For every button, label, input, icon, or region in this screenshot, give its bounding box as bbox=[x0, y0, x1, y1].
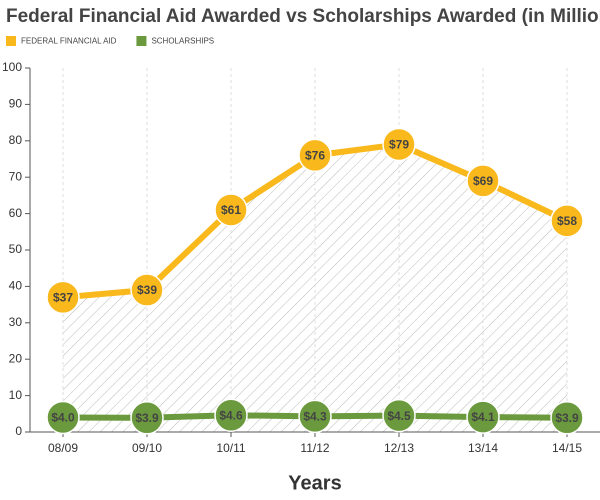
point bbox=[298, 138, 332, 173]
point bbox=[382, 127, 416, 162]
point bbox=[130, 273, 164, 307]
y-tick-label: 70 bbox=[9, 169, 23, 183]
x-tick-label: 08/09 bbox=[48, 441, 78, 455]
point bbox=[298, 399, 332, 434]
point bbox=[214, 398, 248, 433]
point bbox=[214, 193, 248, 227]
x-tick-label: 10/11 bbox=[216, 441, 245, 455]
legend-label: FEDERAL FINANCIAL AID bbox=[21, 37, 117, 46]
data-label: $4.3 bbox=[303, 410, 327, 424]
data-label: $37 bbox=[53, 290, 73, 304]
data-label: $4.5 bbox=[387, 409, 411, 423]
y-tick-label: 100 bbox=[2, 60, 22, 74]
y-tick-label: 0 bbox=[15, 424, 22, 438]
data-label: $4.1 bbox=[471, 410, 495, 424]
x-tick-label: 09/10 bbox=[132, 441, 162, 455]
data-label: $69 bbox=[473, 174, 493, 188]
point bbox=[466, 400, 500, 434]
data-label: $3.9 bbox=[555, 411, 579, 425]
legend-label: SCHOLARSHIPS bbox=[151, 37, 214, 46]
data-label: $76 bbox=[305, 149, 325, 163]
x-axis-title: Years bbox=[288, 472, 341, 494]
x-tick-label: 12/13 bbox=[384, 441, 414, 455]
area bbox=[63, 144, 567, 432]
x-tick-label: 11/12 bbox=[300, 441, 329, 455]
data-label: $39 bbox=[137, 283, 157, 297]
point bbox=[550, 401, 584, 435]
legend-swatch bbox=[136, 36, 147, 46]
point bbox=[466, 164, 500, 198]
y-tick-label: 80 bbox=[9, 133, 23, 147]
data-label: $4.0 bbox=[51, 411, 75, 425]
y-tick-label: 30 bbox=[9, 315, 23, 329]
point bbox=[46, 280, 80, 315]
y-tick-label: 40 bbox=[9, 279, 23, 293]
chart-title: Federal Financial Aid Awarded vs Scholar… bbox=[6, 6, 600, 27]
y-tick-label: 20 bbox=[9, 351, 23, 365]
point bbox=[130, 401, 164, 435]
point bbox=[46, 400, 80, 435]
x-tick-label: 13/14 bbox=[468, 441, 498, 455]
y-tick-label: 90 bbox=[9, 97, 23, 111]
y-tick-label: 10 bbox=[9, 388, 23, 402]
data-label: $61 bbox=[221, 203, 241, 217]
data-label: $58 bbox=[557, 214, 577, 228]
x-tick-label: 14/15 bbox=[552, 441, 582, 455]
legend-swatch bbox=[6, 36, 16, 46]
data-label: $79 bbox=[389, 138, 409, 152]
data-label: $4.6 bbox=[219, 408, 243, 422]
point bbox=[550, 204, 584, 238]
y-tick-label: 60 bbox=[9, 206, 23, 220]
data-label: $3.9 bbox=[135, 411, 159, 425]
point bbox=[382, 398, 416, 433]
y-tick-label: 50 bbox=[9, 242, 23, 256]
